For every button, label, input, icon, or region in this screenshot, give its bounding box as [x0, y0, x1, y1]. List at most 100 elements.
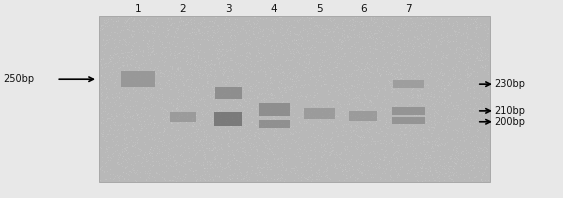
Point — [315, 68, 324, 71]
Point — [318, 129, 327, 132]
Point — [331, 163, 340, 167]
Point — [482, 79, 491, 83]
Point — [408, 69, 417, 73]
Point — [108, 71, 117, 74]
Point — [191, 86, 200, 89]
Point — [104, 56, 113, 59]
Point — [166, 54, 175, 57]
Point — [346, 75, 355, 78]
Point — [412, 110, 421, 113]
Point — [291, 74, 300, 77]
Point — [480, 170, 489, 173]
Point — [406, 90, 415, 93]
Point — [297, 43, 306, 47]
Point — [215, 48, 224, 51]
Point — [110, 174, 119, 177]
Point — [105, 125, 114, 129]
Point — [436, 50, 445, 53]
Point — [225, 20, 234, 23]
Point — [138, 30, 147, 33]
Point — [341, 163, 350, 167]
Point — [266, 77, 275, 80]
Point — [416, 52, 425, 55]
Point — [163, 28, 172, 31]
Point — [229, 152, 238, 155]
Point — [181, 24, 190, 27]
Point — [171, 31, 180, 34]
Point — [322, 168, 331, 171]
Point — [396, 132, 405, 136]
Point — [101, 147, 110, 150]
Point — [316, 26, 325, 29]
Point — [180, 83, 189, 87]
Point — [310, 150, 319, 153]
Point — [342, 87, 351, 90]
Point — [273, 177, 282, 180]
Point — [122, 104, 131, 107]
Point — [128, 54, 137, 57]
Point — [424, 107, 433, 110]
Point — [212, 117, 221, 120]
Point — [451, 20, 460, 23]
Point — [468, 139, 477, 142]
Point — [392, 75, 401, 79]
Point — [145, 168, 154, 172]
Point — [348, 97, 358, 100]
Point — [420, 21, 429, 25]
Point — [232, 93, 241, 96]
Point — [444, 39, 453, 42]
Point — [476, 24, 485, 27]
Point — [358, 49, 367, 52]
Point — [136, 88, 145, 91]
Point — [197, 98, 206, 101]
Point — [448, 149, 457, 152]
Point — [127, 50, 136, 53]
Point — [154, 172, 163, 175]
Point — [284, 111, 293, 114]
Point — [194, 162, 203, 165]
Point — [301, 129, 310, 132]
Point — [140, 153, 149, 157]
Point — [282, 89, 291, 92]
Point — [342, 169, 351, 172]
Point — [131, 104, 140, 107]
Point — [326, 140, 335, 144]
Point — [450, 128, 459, 131]
Point — [432, 79, 441, 83]
Point — [101, 164, 110, 168]
Point — [345, 74, 354, 77]
Point — [247, 70, 256, 73]
Point — [195, 175, 204, 178]
Point — [150, 32, 159, 35]
Point — [132, 139, 141, 142]
Point — [386, 88, 395, 91]
Point — [457, 33, 466, 36]
Point — [446, 154, 455, 158]
Point — [436, 40, 445, 43]
Point — [229, 77, 238, 80]
Point — [351, 114, 360, 117]
Point — [202, 135, 211, 138]
Point — [351, 97, 360, 100]
Point — [135, 45, 144, 48]
Point — [248, 119, 257, 122]
Point — [373, 24, 382, 27]
Point — [396, 22, 405, 25]
Point — [375, 128, 384, 131]
Point — [288, 51, 297, 54]
Point — [410, 24, 419, 27]
Point — [407, 167, 416, 170]
Point — [187, 40, 196, 44]
Point — [369, 21, 378, 25]
Point — [465, 57, 474, 60]
Point — [390, 165, 399, 168]
Point — [362, 61, 371, 64]
Point — [149, 136, 158, 139]
Point — [399, 44, 408, 47]
Point — [388, 134, 397, 137]
Point — [229, 98, 238, 102]
Point — [358, 174, 367, 177]
Point — [356, 110, 365, 113]
Point — [309, 94, 318, 97]
Point — [429, 150, 438, 153]
